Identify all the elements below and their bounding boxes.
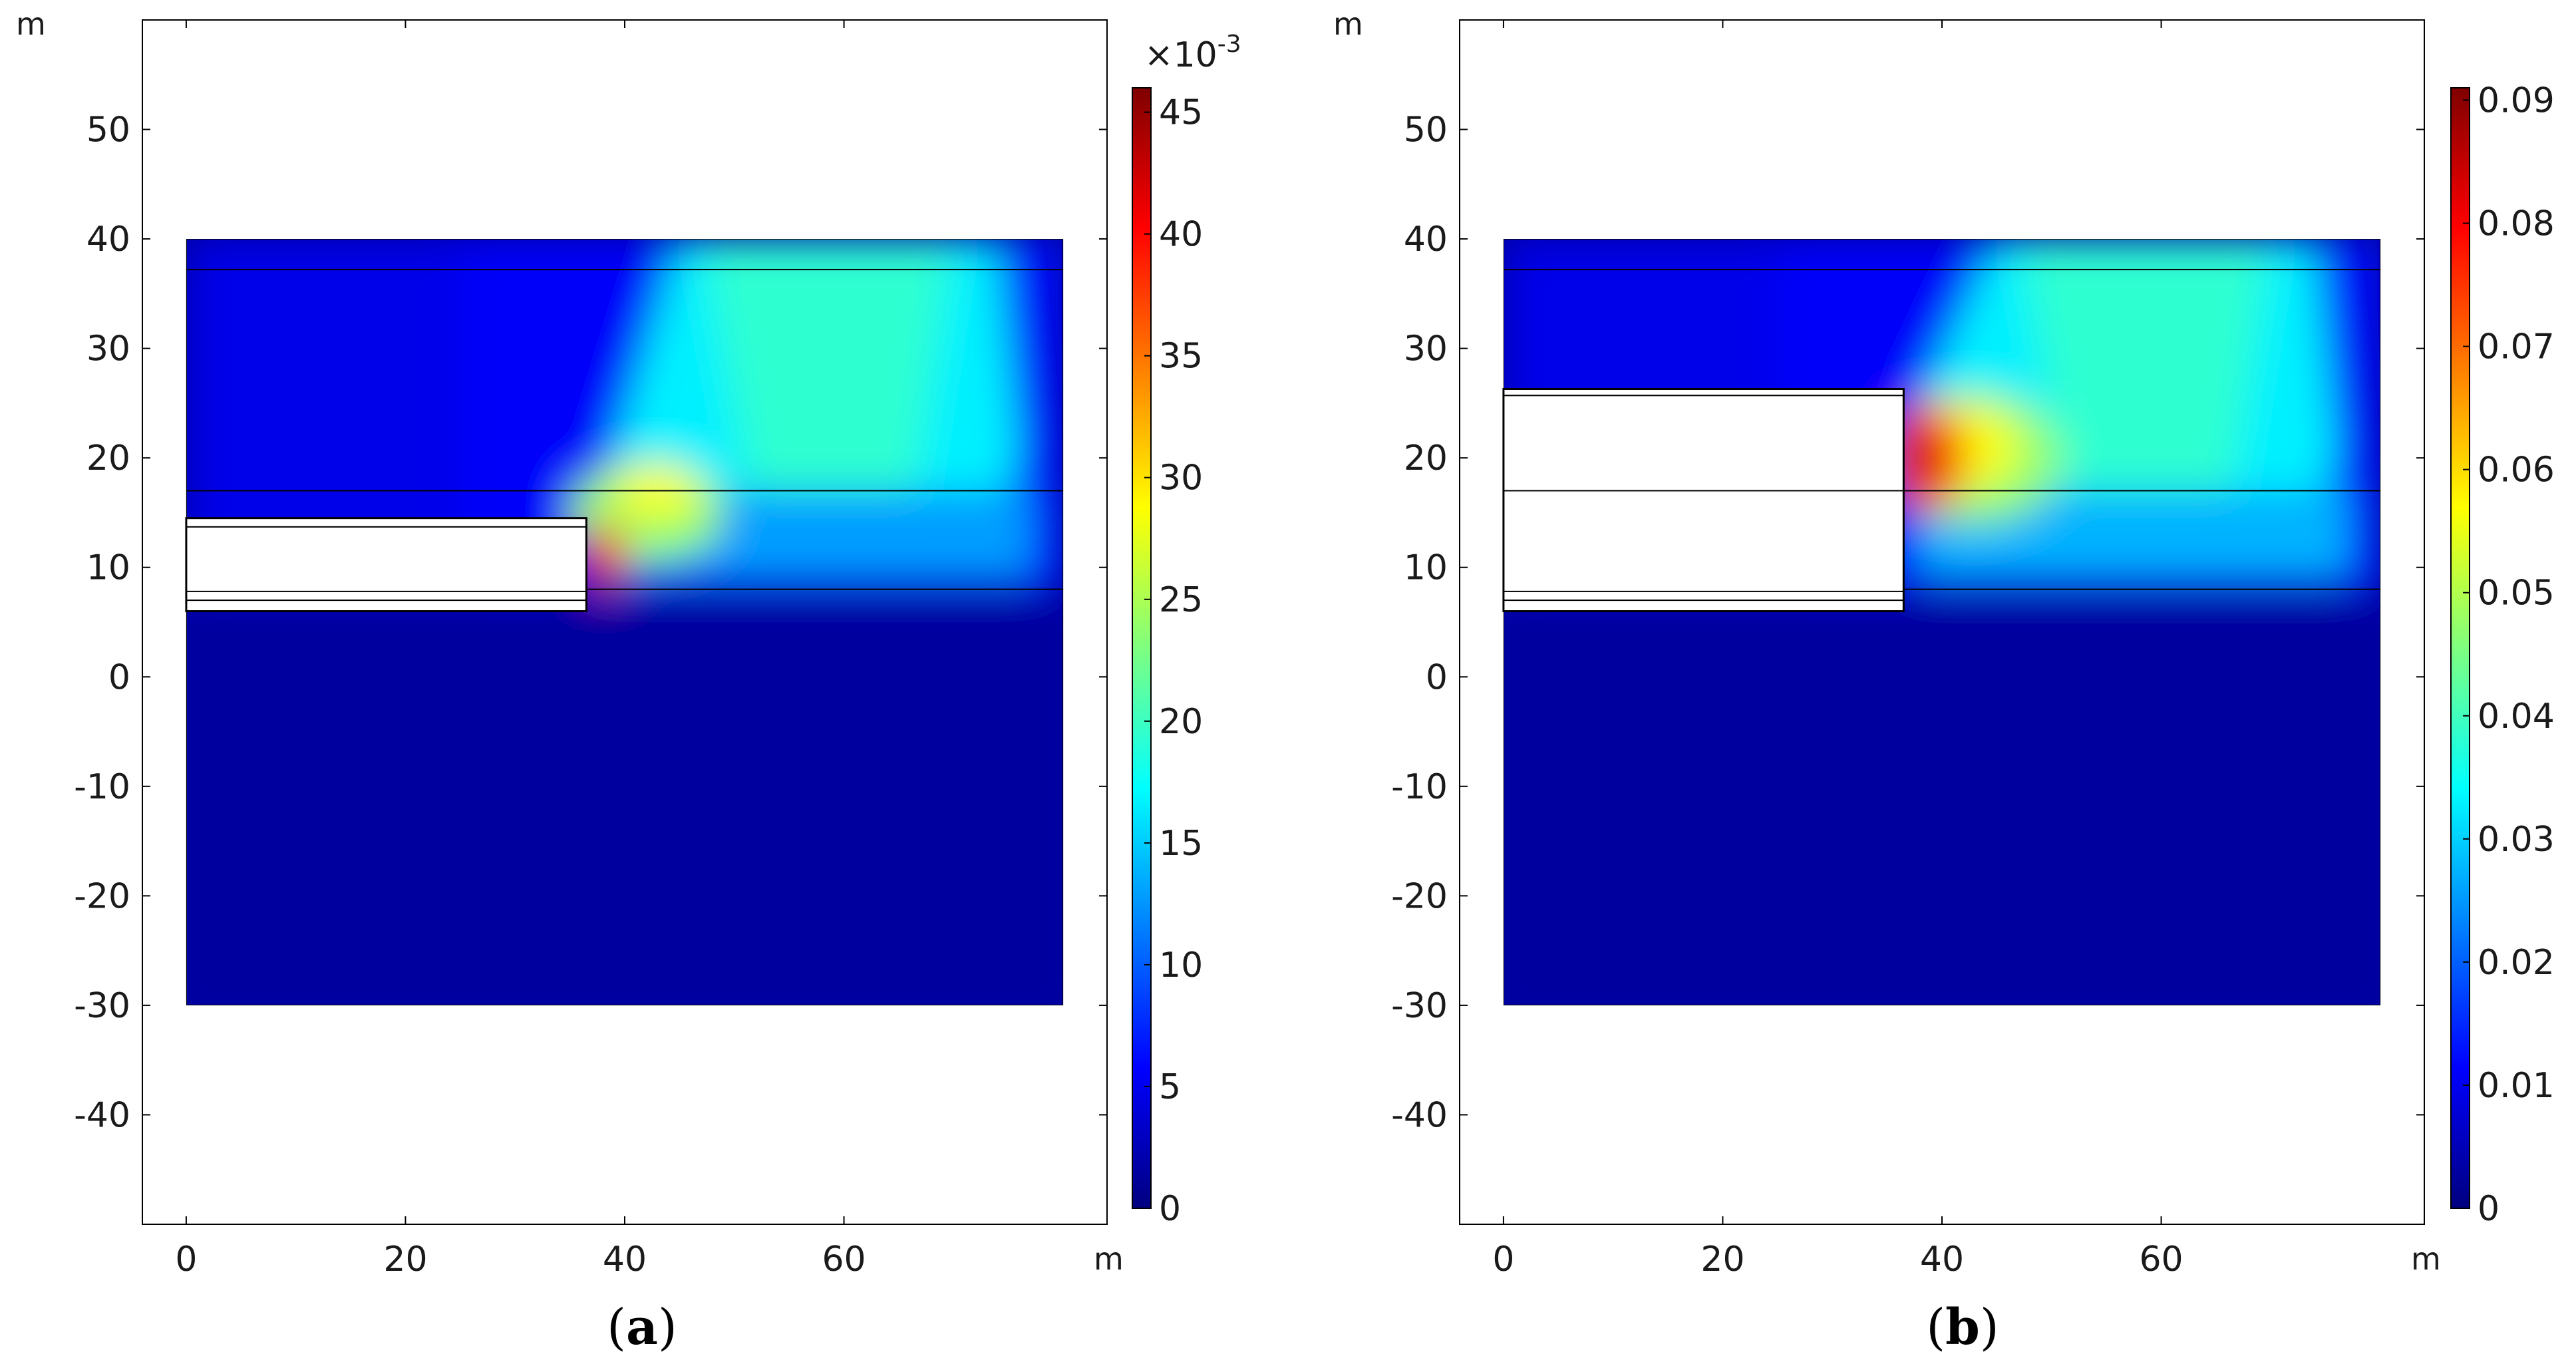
y-tick-label-b-2: 30 — [1404, 329, 1448, 369]
colorbar-tick-label-a-7: 35 — [1159, 337, 1203, 377]
y-tick-label-a-9: -40 — [74, 1095, 130, 1135]
y-axis-a: 50 40 30 20 10 0 -10 -20 -30 -40 — [74, 110, 1107, 1135]
colorbar-tick-label-a-5: 25 — [1159, 580, 1203, 620]
y-tick-label-b-9: -40 — [1391, 1095, 1448, 1135]
field-blobs-a — [186, 239, 1064, 1005]
y-tick-label-a-8: -30 — [74, 986, 130, 1026]
x-unit-label-b: m — [2411, 1241, 2441, 1277]
x-tick-label-a-0: 0 — [175, 1240, 197, 1280]
y-tick-label-a-4: 10 — [86, 548, 130, 588]
colorbar-tick-label-a-9: 45 — [1159, 93, 1203, 133]
colorbar-tick-label-b-7: 0.07 — [2478, 327, 2555, 367]
colorbar-tick-label-b-8: 0.08 — [2478, 204, 2555, 244]
panel-label-close-b: ) — [1980, 1299, 1999, 1356]
y-unit-label-a: m — [16, 6, 46, 42]
y-tick-label-b-6: -10 — [1391, 767, 1448, 807]
panel-label-open-b: ( — [1926, 1299, 1945, 1356]
y-tick-label-b-8: -30 — [1391, 986, 1448, 1026]
x-tick-label-b-3: 60 — [2139, 1240, 2183, 1280]
blob-cyan-core-a — [701, 239, 954, 524]
colorbar-tick-label-a-8: 40 — [1159, 215, 1203, 255]
blob-cyan-core-b — [2018, 239, 2271, 524]
x-unit-label-a: m — [1094, 1241, 1124, 1277]
y-tick-label-b-3: 20 — [1404, 438, 1448, 478]
blob-peak-b — [1896, 425, 1941, 491]
panel-label-close-a: ) — [658, 1299, 677, 1356]
colorbar-tick-label-a-0: 0 — [1159, 1189, 1181, 1229]
y-tick-label-a-1: 40 — [86, 220, 130, 259]
y-tick-label-a-2: 30 — [86, 329, 130, 369]
y-tick-label-b-1: 40 — [1404, 220, 1448, 259]
blob-peak-a — [585, 534, 607, 579]
colorbar-tick-label-a-3: 15 — [1159, 824, 1203, 864]
panel-label-letter-a: a — [626, 1299, 658, 1356]
x-axis-b: 0 20 40 60 — [1492, 20, 2183, 1280]
y-tick-label-a-5: 0 — [108, 657, 130, 697]
panel-label-b: (b) — [1926, 1299, 1999, 1356]
blob-right-b — [2347, 239, 2381, 590]
excavation-b — [1502, 388, 1905, 613]
colorbar-b: 0 0.01 0.02 0.03 0.04 0.05 0.06 0.07 0.08 0.09 — [2450, 81, 2555, 1229]
panel-label-open-a: ( — [607, 1299, 626, 1356]
colorbar-a: 0 5 10 15 20 25 30 35 40 45 ×10-3 — [1132, 31, 1241, 1229]
blob-right-a — [1030, 239, 1064, 590]
y-tick-label-a-0: 50 — [86, 110, 130, 150]
colorbar-tick-label-b-1: 0.01 — [2478, 1066, 2555, 1106]
heatmap-field-a — [186, 239, 1064, 1005]
panel-label-letter-b: b — [1945, 1299, 1980, 1356]
excavation-region-b — [1502, 388, 1905, 613]
x-tick-label-a-2: 40 — [603, 1240, 647, 1280]
colorbar-tick-label-a-1: 5 — [1159, 1067, 1181, 1107]
heatmap-field-b — [1503, 239, 2381, 1005]
x-tick-label-a-3: 60 — [822, 1240, 866, 1280]
y-axis-b: 50 40 30 20 10 0 -10 -20 -30 -40 — [1391, 110, 2424, 1135]
colorbar-tick-label-b-9: 0.09 — [2478, 81, 2555, 121]
x-axis-a: 0 20 40 60 — [175, 20, 866, 1280]
colorbar-tick-label-b-0: 0 — [2478, 1189, 2499, 1229]
blob-bottom-a — [186, 602, 1064, 1005]
y-tick-label-b-5: 0 — [1426, 657, 1448, 697]
y-tick-label-a-3: 20 — [86, 438, 130, 478]
colorbar-tick-label-b-2: 0.02 — [2478, 943, 2555, 983]
panel-label-a: (a) — [607, 1299, 677, 1356]
x-tick-label-a-1: 20 — [383, 1240, 427, 1280]
colorbar-ticks-b: 0 0.01 0.02 0.03 0.04 0.05 0.06 0.07 0.08 0.09 — [2463, 81, 2555, 1229]
y-tick-label-a-6: -10 — [74, 767, 130, 807]
blob-bottom-b — [1503, 602, 2381, 1005]
colorbar-gradient-b — [2450, 87, 2470, 1209]
y-unit-label-b: m — [1333, 6, 1363, 42]
y-tick-label-b-4: 10 — [1404, 548, 1448, 588]
y-tick-label-b-0: 50 — [1404, 110, 1448, 150]
colorbar-tick-label-a-4: 20 — [1159, 702, 1203, 742]
colorbar-exponent-a: ×10-3 — [1144, 31, 1241, 75]
excavation-a — [185, 517, 587, 613]
field-blobs-b — [1503, 239, 2381, 1005]
colorbar-tick-label-a-2: 10 — [1159, 945, 1203, 985]
colorbar-exponent-base-a: ×10 — [1144, 35, 1217, 75]
x-tick-label-b-1: 20 — [1700, 1240, 1744, 1280]
colorbar-tick-label-b-6: 0.06 — [2478, 450, 2555, 490]
colorbar-tick-label-a-6: 30 — [1159, 458, 1203, 498]
colorbar-gradient-a — [1132, 87, 1152, 1209]
colorbar-exponent-power-a: -3 — [1217, 31, 1241, 58]
excavation-region-a — [185, 517, 587, 613]
panel-a: 50 40 30 20 10 0 -10 -20 -30 -40 0 20 40 60 m m 0 5 10… — [16, 6, 1241, 1356]
x-tick-label-b-2: 40 — [1920, 1240, 1964, 1280]
colorbar-ticks-a: 0 5 10 15 20 25 30 35 40 45 — [1144, 93, 1203, 1229]
colorbar-tick-label-b-3: 0.03 — [2478, 820, 2555, 860]
y-tick-label-a-7: -20 — [74, 876, 130, 916]
y-tick-label-b-7: -20 — [1391, 876, 1448, 916]
colorbar-tick-label-b-5: 0.05 — [2478, 574, 2555, 613]
colorbar-tick-label-b-4: 0.04 — [2478, 697, 2555, 737]
x-tick-label-b-0: 0 — [1492, 1240, 1514, 1280]
